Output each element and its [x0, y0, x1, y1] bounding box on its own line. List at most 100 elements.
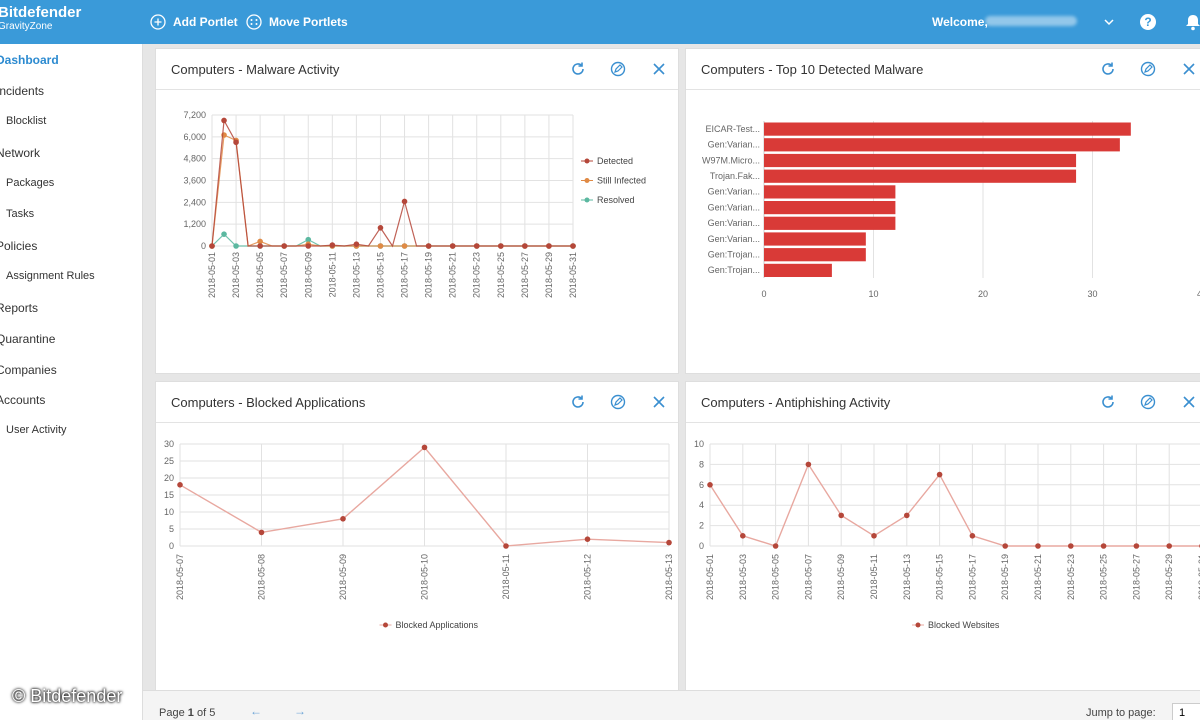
bar [764, 232, 866, 246]
category-label: Gen:Varian... [708, 187, 760, 197]
jump-to-page-input[interactable] [1172, 703, 1200, 720]
series-line [709, 462, 1200, 547]
y-tick-label: 2,400 [183, 197, 206, 207]
y-tick-label: 0 [699, 541, 704, 551]
antiphishing-activity-chart: 0 2 4 6 8 10 2018-05-01 2018-05-03 2018-05-05 201… [694, 439, 1200, 630]
y-tick-label: 8 [699, 459, 704, 469]
data-point [473, 243, 480, 249]
close-icon[interactable] [1181, 61, 1197, 77]
x-tick-label: 2018-05-13 [664, 554, 674, 600]
data-point [570, 243, 576, 249]
y-tick-label: 0 [169, 541, 174, 551]
y-tick-label: 4 [699, 500, 704, 510]
help-icon[interactable]: ? [1140, 14, 1156, 30]
edit-icon[interactable] [610, 394, 626, 410]
category-label: Gen:Trojan... [708, 249, 760, 259]
bell-icon[interactable] [1184, 13, 1200, 31]
sidebar-item-tasks[interactable]: Tasks [6, 208, 35, 220]
data-point [449, 243, 456, 249]
x-tick-label: 2018-05-03 [738, 554, 748, 600]
data-point [522, 243, 528, 249]
jump-to-page-label: Jump to page: [1086, 707, 1156, 719]
add-portlet-button[interactable]: Add Portlet [150, 12, 238, 32]
edit-icon[interactable] [610, 61, 626, 77]
sidebar-item-packages[interactable]: Packages [6, 177, 55, 189]
data-point [421, 444, 428, 451]
brand-logo[interactable]: Bitdefender GravityZone [0, 5, 81, 32]
data-point [1166, 543, 1172, 549]
sidebar-item-companies[interactable]: Companies [0, 363, 57, 377]
pagination-footer: Page 1 of 5 ← → Jump to page: [143, 690, 1200, 720]
x-tick-label: 2018-05-27 [520, 252, 530, 298]
next-page-arrow[interactable]: → [294, 704, 306, 718]
x-tick-label: 2018-05-17 [400, 252, 410, 298]
y-tick-label: 5 [169, 524, 174, 534]
data-point [401, 198, 408, 205]
sidebar-item-assignment-rules[interactable]: Assignment Rules [6, 270, 95, 282]
portlet-body: 0 10 20 30 40 EICAR-Test... Gen:Varian... W97M.… [686, 91, 1200, 373]
sidebar-item-reports[interactable]: Reports [0, 301, 39, 315]
x-tick-label: 2018-05-11 [327, 252, 337, 297]
x-tick-label: 30 [1087, 289, 1097, 299]
category-label: Gen:Varian... [708, 140, 760, 150]
refresh-icon[interactable] [1100, 61, 1116, 77]
y-tick-label: 10 [694, 439, 704, 449]
bar [764, 201, 896, 215]
malware-activity-chart: 0 1,200 2,400 3,600 4,800 6,000 7,200 2018-05-0… [183, 110, 646, 298]
category-label: W97M.Micro... [702, 155, 760, 165]
prev-page-arrow[interactable]: ← [250, 704, 262, 718]
data-point [1002, 543, 1008, 549]
category-label: Gen:Varian... [708, 234, 760, 244]
close-icon[interactable] [651, 61, 667, 77]
y-tick-label: 10 [164, 507, 174, 517]
refresh-icon[interactable] [1100, 394, 1116, 410]
bar [764, 216, 896, 230]
x-tick-label: 2018-05-09 [338, 554, 348, 600]
data-point [904, 512, 910, 519]
username-redacted [985, 16, 1077, 26]
move-portlets-label: Move Portlets [269, 15, 348, 29]
data-point [233, 243, 239, 249]
sidebar-item-blocklist[interactable]: Blocklist [6, 115, 47, 127]
x-tick-label: 2018-05-15 [935, 554, 945, 600]
legend-label: Resolved [597, 195, 635, 205]
refresh-icon[interactable] [570, 61, 586, 77]
legend-label: Blocked Applications [396, 620, 479, 630]
sidebar-item-accounts[interactable]: Accounts [0, 393, 46, 407]
x-tick-label: 2018-05-01 [207, 252, 217, 298]
x-tick-label: 20 [978, 289, 988, 299]
edit-icon[interactable] [1140, 394, 1156, 410]
x-tick-label: 2018-05-25 [1099, 554, 1109, 600]
close-icon[interactable] [1181, 394, 1197, 410]
sidebar-item-incidents[interactable]: Incidents [0, 84, 45, 98]
sidebar-item-user-activity[interactable]: User Activity [6, 424, 67, 436]
x-tick-label: 2018-05-29 [544, 252, 554, 298]
move-icon [246, 14, 262, 30]
series-line [211, 118, 573, 248]
move-portlets-button[interactable]: Move Portlets [246, 12, 348, 32]
legend-marker [584, 178, 590, 183]
category-label: EICAR-Test... [705, 124, 760, 134]
x-tick-label: 2018-05-21 [1033, 554, 1043, 600]
sidebar-item-policies[interactable]: Policies [0, 239, 38, 253]
portlet-body: 0 5 10 15 20 25 30 2018-05-07 2018-05-08 2018-05-… [156, 424, 678, 690]
data-point [401, 243, 408, 249]
bar [764, 169, 1077, 183]
x-tick-label: 2018-05-31 [568, 252, 578, 298]
sidebar-item-dashboard[interactable]: Dashboard [0, 53, 59, 67]
brand-name: Bitdefender [0, 4, 82, 21]
refresh-icon[interactable] [570, 394, 586, 410]
chevron-down-icon[interactable] [1102, 15, 1116, 29]
data-point [425, 243, 432, 249]
x-tick-label: 2018-05-13 [902, 554, 912, 600]
edit-icon[interactable] [1140, 61, 1156, 77]
sidebar-item-network[interactable]: Network [0, 146, 41, 160]
bar [764, 248, 866, 262]
x-tick-label: 40 [1197, 289, 1200, 299]
sidebar-item-quarantine[interactable]: Quarantine [0, 332, 56, 346]
data-point [221, 117, 227, 124]
plus-circle-icon [150, 14, 166, 30]
close-icon[interactable] [651, 394, 667, 410]
data-point [707, 482, 713, 488]
data-point [1035, 543, 1041, 549]
